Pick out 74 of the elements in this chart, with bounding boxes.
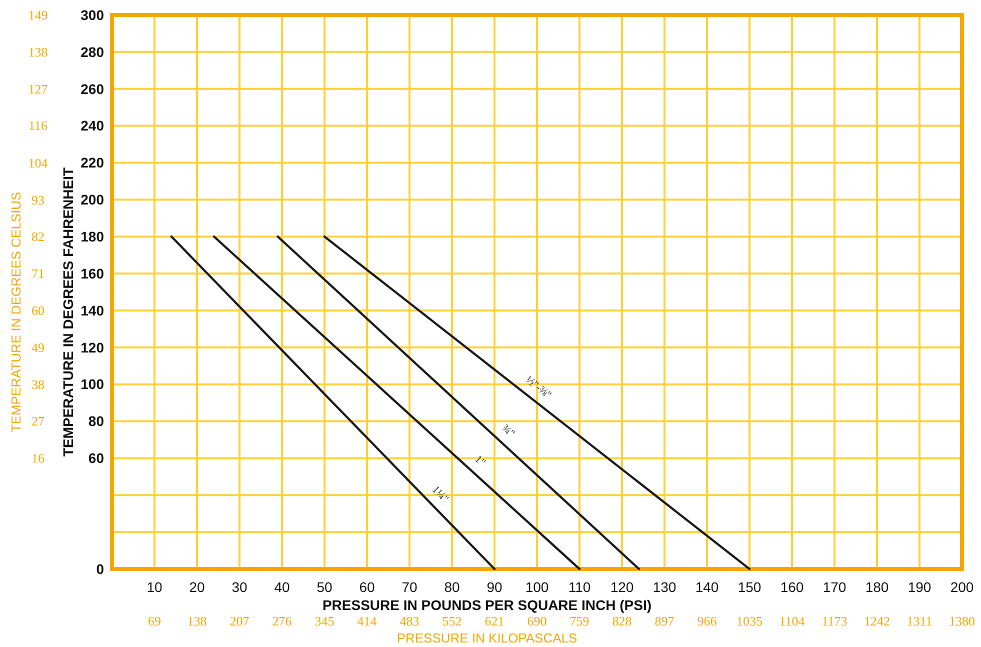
y-tick-label: 220 bbox=[80, 154, 104, 171]
x-tick-label: 130 bbox=[652, 578, 676, 595]
y-tick-label: 260 bbox=[80, 80, 104, 97]
text: 1¼" bbox=[429, 484, 451, 506]
x2-tick-label: 759 bbox=[570, 614, 590, 629]
x2-tick-label: 276 bbox=[272, 614, 292, 629]
x2-tick-label: 1173 bbox=[822, 614, 848, 629]
y2-tick-label: 138 bbox=[28, 44, 48, 60]
x2-tick-label: 207 bbox=[230, 614, 250, 629]
y2-tick-label: 104 bbox=[28, 155, 48, 170]
x-tick-label: 10 bbox=[146, 578, 162, 595]
x2-tick-label: 1104 bbox=[779, 614, 806, 629]
y-tick-label: 80 bbox=[88, 413, 104, 430]
x-axis-title: PRESSURE IN POUNDS PER SQUARE INCH (PSI) bbox=[322, 596, 652, 613]
y2-tick-label: 71 bbox=[32, 266, 44, 282]
text: ¾" bbox=[499, 422, 517, 440]
y2-tick-label: 27 bbox=[32, 414, 45, 429]
y-tick-label: 0 bbox=[96, 560, 104, 577]
y2-tick-label: 116 bbox=[28, 118, 48, 134]
y-tick-label: 60 bbox=[88, 450, 104, 466]
x2-tick-label: 828 bbox=[612, 614, 632, 629]
x2-tick-label: 483 bbox=[400, 614, 420, 629]
x-tick-label: 140 bbox=[695, 578, 719, 595]
y2-tick-label: 82 bbox=[32, 229, 44, 244]
y2-tick-label: 49 bbox=[32, 340, 44, 355]
y2-tick-label: 149 bbox=[28, 8, 48, 23]
y-axis-title: TEMPERATURE IN DEGREES FAHRENHEIT bbox=[60, 167, 76, 457]
x2-tick-label: 138 bbox=[187, 614, 207, 629]
x-tick-label: 190 bbox=[908, 578, 932, 595]
y2-tick-label: 127 bbox=[28, 81, 48, 96]
x2-tick-label: 552 bbox=[442, 614, 462, 629]
x2-tick-label: 1380 bbox=[949, 614, 975, 629]
x-tick-label: 110 bbox=[568, 578, 591, 595]
y-tick-label: 180 bbox=[80, 228, 104, 244]
y-tick-label: 100 bbox=[80, 376, 104, 392]
x-tick-label: 120 bbox=[610, 578, 634, 595]
x-tick-label: 100 bbox=[525, 578, 549, 595]
x-tick-label: 90 bbox=[486, 578, 502, 595]
y2-tick-label: 93 bbox=[32, 192, 44, 208]
x-tick-label: 50 bbox=[316, 578, 332, 595]
x-tick-label: 170 bbox=[822, 578, 846, 595]
y-tick-label: 280 bbox=[80, 44, 104, 60]
x2-tick-label: 621 bbox=[484, 614, 504, 629]
x-tick-label: 80 bbox=[444, 578, 460, 595]
x2-tick-label: 966 bbox=[697, 614, 718, 629]
x-tick-label: 160 bbox=[780, 578, 804, 595]
x-tick-label: 60 bbox=[359, 578, 375, 595]
y-tick-label: 300 bbox=[80, 6, 104, 23]
x2-tick-label: 1035 bbox=[736, 614, 762, 629]
x-tick-label: 20 bbox=[189, 578, 205, 595]
x2-tick-label: 1242 bbox=[864, 614, 890, 629]
y-tick-label: 120 bbox=[80, 339, 104, 356]
x2-axis-title: PRESSURE IN KILOPASCALS bbox=[396, 630, 578, 646]
x2-tick-label: 345 bbox=[314, 614, 334, 629]
x2-tick-label: 690 bbox=[527, 614, 547, 629]
y-tick-label: 140 bbox=[80, 302, 104, 318]
y2-tick-label: 16 bbox=[32, 450, 45, 466]
y-tick-label: 160 bbox=[80, 265, 104, 282]
x-tick-label: 150 bbox=[738, 578, 762, 595]
x-tick-label: 30 bbox=[232, 578, 248, 595]
x2-tick-label: 897 bbox=[654, 614, 675, 629]
x-tick-label: 70 bbox=[402, 578, 418, 595]
x2-tick-label: 69 bbox=[148, 614, 161, 629]
y2-tick-label: 60 bbox=[32, 302, 44, 318]
y-tick-label: 240 bbox=[80, 118, 104, 134]
text: 1" bbox=[472, 453, 488, 469]
x2-tick-label: 1311 bbox=[906, 614, 932, 629]
y-tick-label: 200 bbox=[80, 192, 104, 208]
x-tick-label: 180 bbox=[865, 578, 889, 595]
x-tick-label: 40 bbox=[274, 578, 290, 595]
y2-tick-label: 38 bbox=[32, 376, 44, 392]
y2-axis-title: TEMPERATURE IN DEGREES CELSIUS bbox=[8, 192, 24, 432]
x-tick-label: 200 bbox=[950, 578, 974, 595]
x2-tick-label: 414 bbox=[357, 614, 378, 629]
